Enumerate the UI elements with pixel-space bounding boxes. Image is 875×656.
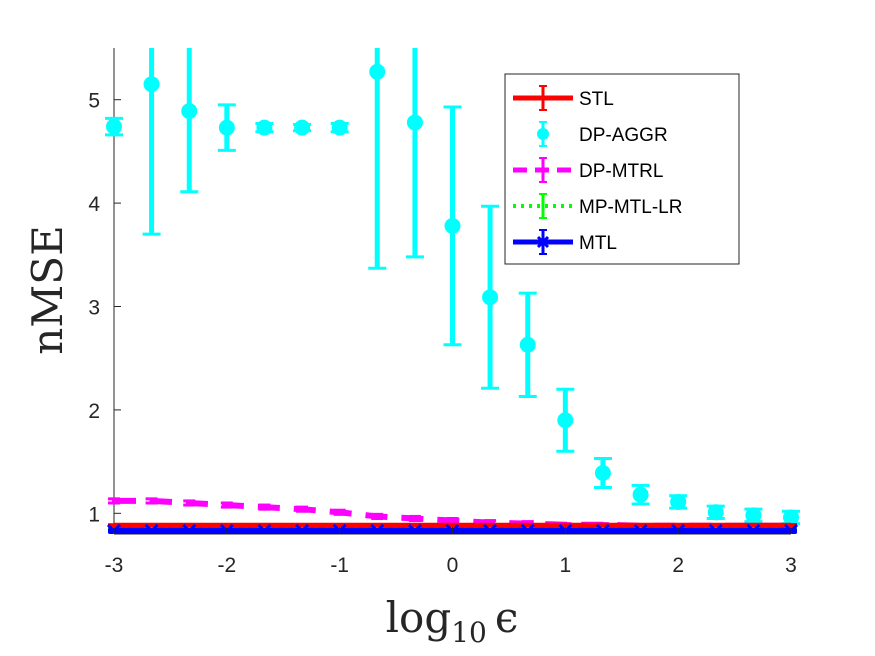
data-point — [182, 523, 197, 534]
data-point — [444, 217, 461, 234]
series-dp-mtrl — [108, 497, 797, 529]
data-point — [595, 523, 610, 534]
y-tick-label: 2 — [88, 400, 100, 423]
data-point — [482, 289, 499, 306]
x-axis-label-base: log — [386, 593, 452, 642]
data-point — [520, 523, 535, 534]
data-point — [745, 507, 762, 524]
data-point — [708, 523, 723, 534]
data-point — [746, 523, 761, 534]
data-point — [331, 119, 348, 136]
y-tick-label: 5 — [88, 90, 100, 113]
series-stl — [108, 522, 797, 529]
ticks: -3 -2 -1 0 1 2 3 1 2 3 4 5 — [88, 90, 797, 577]
legend-label: STL — [579, 89, 614, 110]
axis-labels: nMSE log10 ϵ — [23, 225, 518, 649]
legend-item-mtl: MTL — [513, 229, 617, 255]
data-point — [519, 336, 536, 353]
x-tick-label: 2 — [672, 554, 684, 577]
data-point — [370, 523, 385, 534]
legend-marker — [537, 128, 549, 140]
data-point — [707, 504, 724, 521]
data-point — [670, 493, 687, 510]
data-point — [369, 63, 386, 80]
y-tick-label: 1 — [88, 503, 100, 526]
y-axis-label: nMSE — [23, 225, 72, 355]
data-point — [257, 523, 272, 534]
legend-item-dp-mtrl: DP-MTRL — [513, 157, 663, 183]
data-point — [407, 523, 422, 534]
legend-label: DP-AGGR — [579, 125, 668, 146]
legend-item-stl: STL — [513, 85, 614, 111]
x-axis-label: log10 ϵ — [386, 593, 519, 649]
data-point — [406, 114, 423, 131]
data-point — [632, 486, 649, 503]
data-point — [783, 509, 799, 526]
x-axis-label-subscript: 10 — [451, 616, 487, 649]
legend-label: DP-MTRL — [579, 161, 663, 182]
y-tick-label: 3 — [88, 297, 100, 320]
data-point — [106, 118, 122, 135]
data-point — [181, 103, 198, 120]
data-point — [218, 119, 235, 136]
data-point — [294, 119, 311, 136]
legend-item-dp-aggr: DP-AGGR — [537, 121, 668, 147]
data-point — [633, 523, 648, 534]
data-point — [143, 76, 160, 93]
x-tick-label: 0 — [447, 554, 459, 577]
x-tick-label: 3 — [785, 554, 797, 577]
data-point — [557, 412, 574, 429]
legend-label: MTL — [579, 233, 617, 254]
series-line — [114, 497, 791, 529]
series-dp-aggr — [105, 48, 800, 526]
data-point — [483, 523, 498, 534]
legend-marker — [536, 235, 550, 249]
data-point — [594, 464, 611, 481]
y-tick-label: 4 — [88, 193, 100, 216]
legend: STL DP-AGGR DP-MTRL MP-MTL-LR MTL — [504, 73, 740, 265]
plot-area — [105, 48, 800, 534]
legend-label: MP-MTL-LR — [579, 197, 682, 218]
data-point — [256, 119, 273, 136]
data-point — [144, 523, 159, 534]
x-tick-label: 1 — [559, 554, 571, 577]
x-axis-label-symbol: ϵ — [495, 593, 519, 642]
series-layer — [105, 48, 800, 534]
legend-item-mp-mtl-lr: MP-MTL-LR — [513, 193, 682, 219]
x-tick-label: -2 — [217, 554, 236, 577]
x-tick-label: -3 — [105, 554, 124, 577]
x-tick-label: -1 — [330, 554, 349, 577]
data-point — [295, 523, 310, 534]
